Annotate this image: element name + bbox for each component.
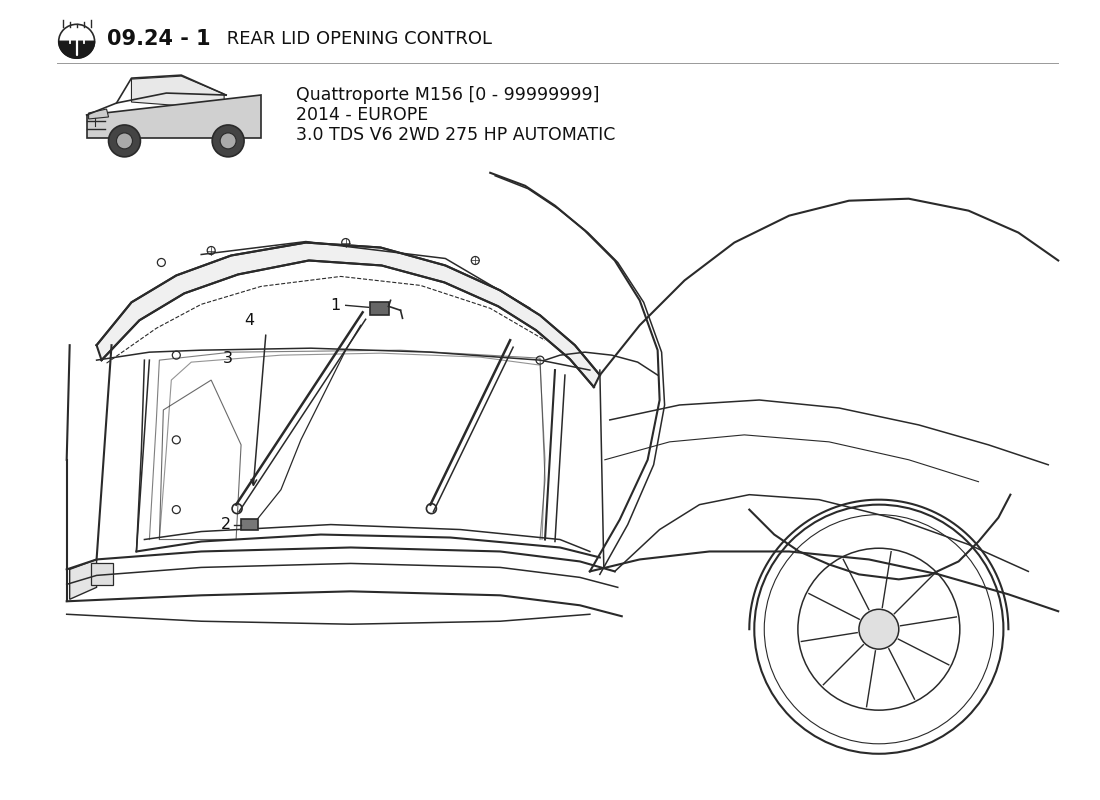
FancyBboxPatch shape [90,563,112,586]
Polygon shape [87,95,261,138]
Circle shape [859,610,899,649]
FancyBboxPatch shape [370,302,389,314]
Text: 2014 - EUROPE: 2014 - EUROPE [296,106,428,124]
Text: 1: 1 [331,298,341,313]
Circle shape [117,133,132,149]
Polygon shape [132,76,224,109]
Text: 3.0 TDS V6 2WD 275 HP AUTOMATIC: 3.0 TDS V6 2WD 275 HP AUTOMATIC [296,126,615,144]
Text: Quattroporte M156 [0 - 99999999]: Quattroporte M156 [0 - 99999999] [296,86,600,104]
Circle shape [212,125,244,157]
FancyBboxPatch shape [241,519,257,530]
Circle shape [109,125,141,157]
Text: 09.24 - 1: 09.24 - 1 [107,30,210,50]
Polygon shape [69,559,97,599]
Circle shape [220,133,236,149]
Text: 2: 2 [221,517,231,532]
Text: 3: 3 [223,350,233,366]
Text: REAR LID OPENING CONTROL: REAR LID OPENING CONTROL [221,30,492,48]
Polygon shape [89,109,109,119]
Polygon shape [97,242,600,387]
Polygon shape [58,42,95,58]
Text: 4: 4 [244,313,254,328]
